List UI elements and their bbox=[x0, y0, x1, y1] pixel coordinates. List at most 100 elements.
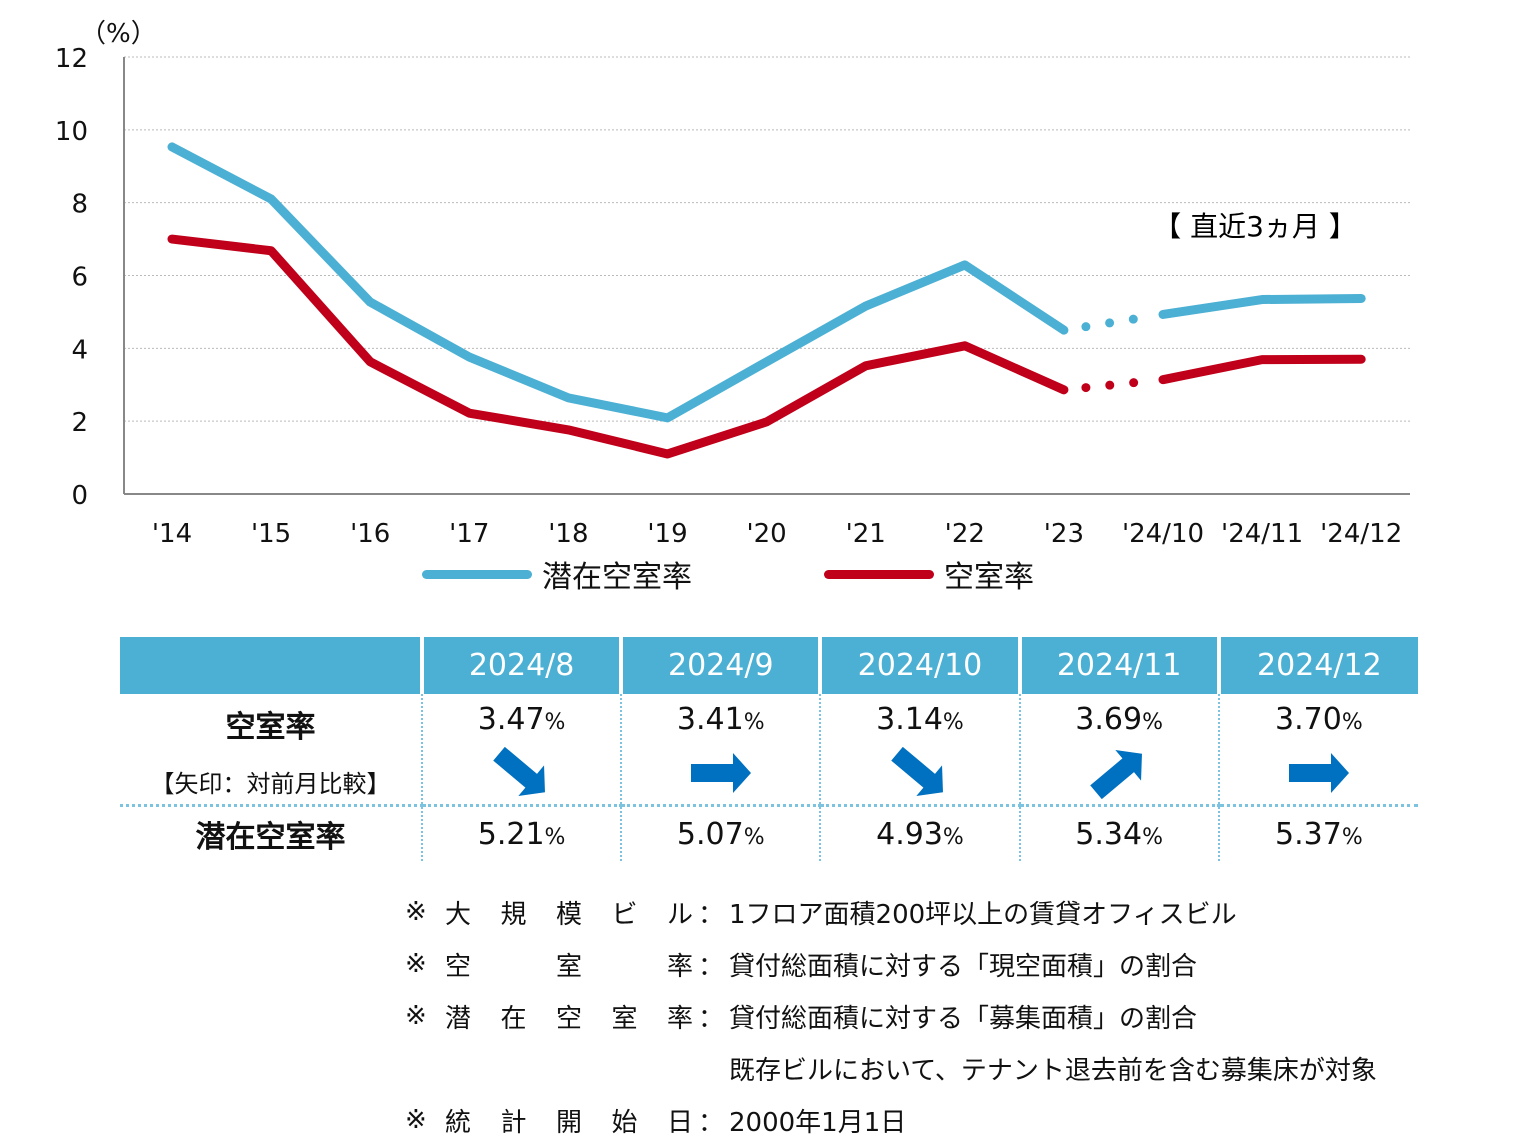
unit: % bbox=[544, 824, 566, 850]
legend-label: 空室率 bbox=[944, 560, 1034, 595]
y-tick-label: 8 bbox=[71, 190, 88, 220]
unit: % bbox=[942, 824, 964, 850]
legend-label: 潜在空室率 bbox=[542, 560, 692, 595]
line-chart: 0 2 4 6 8 10 12（%） '14 '15 '16 '17 '18 '19 '20 '21 '22 '… bbox=[55, 19, 1410, 549]
arrow-down-right-icon bbox=[492, 746, 545, 797]
unit: % bbox=[743, 710, 765, 735]
potential-cell: 5.07% bbox=[620, 805, 821, 861]
vacancy-cell: 3.69% bbox=[1018, 694, 1219, 807]
x-tick-label: '17 bbox=[449, 519, 489, 549]
y-axis-unit: （%） bbox=[80, 19, 157, 49]
potential-cell: 5.21% bbox=[420, 805, 622, 861]
series-line-0 bbox=[167, 142, 1069, 423]
x-tick-label: '18 bbox=[548, 519, 588, 549]
note-line: 既存ビルにおいて、テナント退去前を含む募集床が対象 bbox=[405, 1042, 1377, 1094]
arrow-right-icon bbox=[690, 753, 751, 793]
potential-cell: 5.37% bbox=[1217, 805, 1418, 861]
y-tick-label: 10 bbox=[55, 117, 88, 147]
series-line-1 bbox=[1158, 354, 1366, 385]
header-month: 2024/12 bbox=[1216, 637, 1418, 694]
x-tick-label: '15 bbox=[251, 519, 291, 549]
header-month: 2024/9 bbox=[619, 637, 821, 694]
potential-cell: 4.93% bbox=[819, 805, 1020, 861]
legend-swatch bbox=[422, 569, 532, 579]
legend-item-potential: 潜在空室率 bbox=[422, 552, 692, 596]
table-row-potential: 潜在空室率 5.21% 5.07% 4.93% 5.34% 5.37% bbox=[120, 805, 1418, 861]
x-tick-label: '22 bbox=[945, 519, 985, 549]
x-tick-label: '24/12 bbox=[1320, 519, 1402, 549]
table-row-vacancy: 空室率 【矢印：対前月比較】 3.47% 3.41% 3.14% 3.69% 3.… bbox=[120, 694, 1418, 807]
note-text: 貸付総面積に対する「現空面積」の割合 bbox=[729, 951, 1198, 982]
note-label: 大規模ビル bbox=[445, 899, 693, 930]
annotation-recent-3-months: 【 直近3ヵ月 】 bbox=[1153, 210, 1357, 243]
x-tick-label: '24/10 bbox=[1122, 519, 1204, 549]
potential-value: 5.34 bbox=[1075, 816, 1143, 852]
header-month: 2024/8 bbox=[419, 637, 622, 694]
unit: % bbox=[544, 710, 566, 735]
y-tick-label: 2 bbox=[71, 408, 88, 438]
x-tick-label: '20 bbox=[746, 519, 786, 549]
header-month: 2024/10 bbox=[818, 637, 1020, 694]
note-text: 貸付総面積に対する「募集面積」の割合 bbox=[729, 1003, 1198, 1034]
x-tick-label: '21 bbox=[846, 519, 886, 549]
unit: % bbox=[942, 710, 964, 735]
note-mark: ※ bbox=[405, 1105, 427, 1135]
arrow-right-icon bbox=[1288, 753, 1349, 793]
potential-value: 4.93 bbox=[876, 816, 943, 852]
potential-cell: 5.34% bbox=[1018, 805, 1219, 861]
y-tick-label: 12 bbox=[55, 44, 88, 74]
note-label: 空室率 bbox=[445, 951, 693, 982]
vacancy-cell: 3.14% bbox=[819, 694, 1020, 807]
note-line: ※ 統計開始日： 2000年1月1日 bbox=[405, 1094, 1377, 1146]
note-line: ※ 空室率：貸付総面積に対する「現空面積」の割合 bbox=[405, 938, 1377, 990]
vacancy-cell: 3.70% bbox=[1217, 694, 1418, 807]
note-colon: ： bbox=[697, 1003, 724, 1034]
header-month: 2024/11 bbox=[1017, 637, 1219, 694]
row-sublabel: 【矢印：対前月比較】 bbox=[150, 770, 391, 798]
vacancy-value: 3.70 bbox=[1275, 702, 1342, 737]
vacancy-cell: 3.47% bbox=[420, 694, 622, 807]
unit: % bbox=[1341, 824, 1363, 850]
series-dotted-1 bbox=[1081, 376, 1158, 393]
y-tick-label: 6 bbox=[71, 263, 88, 293]
note-colon: ： bbox=[697, 899, 724, 930]
unit: % bbox=[1142, 824, 1163, 850]
y-tick-label: 0 bbox=[71, 481, 88, 511]
note-colon: ： bbox=[697, 951, 724, 982]
legend-item-vacancy: 空室率 bbox=[824, 552, 1034, 596]
vacancy-value: 3.69 bbox=[1075, 702, 1143, 737]
potential-value: 5.21 bbox=[477, 816, 545, 852]
note-text: 既存ビルにおいて、テナント退去前を含む募集床が対象 bbox=[729, 1055, 1377, 1086]
unit: % bbox=[1142, 710, 1163, 735]
header-empty bbox=[120, 637, 422, 694]
unit: % bbox=[743, 824, 765, 850]
vacancy-value: 3.14 bbox=[876, 702, 943, 737]
note-line: ※ 潜在空室率：貸付総面積に対する「募集面積」の割合 bbox=[405, 990, 1377, 1042]
x-tick-label: '14 bbox=[152, 519, 192, 549]
note-text: 2000年1月1日 bbox=[729, 1107, 907, 1138]
series-line-1 bbox=[167, 234, 1069, 459]
x-tick-label: '19 bbox=[647, 519, 687, 549]
series-line-0 bbox=[1158, 293, 1366, 319]
arrow-up-right-icon bbox=[1090, 749, 1143, 800]
arrow-down-right-icon bbox=[891, 746, 943, 797]
potential-value: 5.37 bbox=[1275, 816, 1342, 852]
notes: ※ 大規模ビル： 1フロア面積200坪以上の賃貸オフィスビル ※ 空室率：貸付総面積に対… bbox=[405, 886, 1377, 1146]
row-label: 空室率 【矢印：対前月比較】 bbox=[120, 694, 422, 807]
vacancy-value: 3.47 bbox=[477, 702, 545, 737]
note-mark: ※ bbox=[405, 1001, 427, 1031]
legend-swatch bbox=[824, 569, 934, 579]
vacancy-value: 3.41 bbox=[676, 702, 744, 737]
note-mark: ※ bbox=[405, 949, 427, 979]
unit: % bbox=[1341, 710, 1363, 735]
y-tick-label: 4 bbox=[71, 335, 88, 365]
vacancy-cell: 3.41% bbox=[620, 694, 821, 807]
note-mark: ※ bbox=[405, 897, 427, 927]
x-tick-label: '24/11 bbox=[1221, 519, 1303, 549]
potential-value: 5.07 bbox=[676, 816, 744, 852]
series-dotted-0 bbox=[1081, 311, 1158, 332]
recent-months-table: 2024/8 2024/9 2024/10 2024/11 2024/12 空室… bbox=[120, 637, 1418, 861]
note-line: ※ 大規模ビル： 1フロア面積200坪以上の賃貸オフィスビル bbox=[405, 886, 1377, 938]
row-label: 潜在空室率 bbox=[195, 820, 346, 855]
note-label: 統計開始日 bbox=[445, 1107, 693, 1138]
